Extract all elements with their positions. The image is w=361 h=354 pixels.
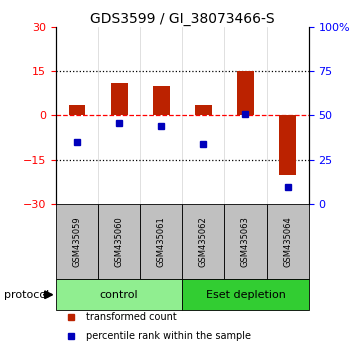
Bar (111, 83, 127, 115)
FancyBboxPatch shape (56, 204, 98, 279)
FancyBboxPatch shape (140, 204, 182, 279)
Text: GSM435062: GSM435062 (199, 217, 208, 267)
FancyBboxPatch shape (56, 279, 182, 310)
Text: percentile rank within the sample: percentile rank within the sample (86, 331, 251, 341)
Text: transformed count: transformed count (86, 312, 177, 322)
Text: Eset depletion: Eset depletion (205, 290, 286, 300)
Text: protocol: protocol (4, 290, 49, 300)
FancyBboxPatch shape (266, 204, 309, 279)
FancyBboxPatch shape (182, 279, 309, 310)
Text: GSM435059: GSM435059 (73, 217, 82, 267)
FancyBboxPatch shape (225, 204, 266, 279)
Text: GSM435061: GSM435061 (157, 217, 166, 267)
Title: GDS3599 / GI_38073466-S: GDS3599 / GI_38073466-S (90, 12, 275, 25)
Bar (153, 86, 170, 115)
Text: GSM435060: GSM435060 (115, 217, 123, 267)
FancyBboxPatch shape (182, 204, 225, 279)
Bar (279, 115, 296, 175)
Text: control: control (100, 290, 138, 300)
FancyBboxPatch shape (98, 204, 140, 279)
Bar (237, 71, 254, 115)
Bar (69, 105, 86, 115)
Text: GSM435063: GSM435063 (241, 217, 250, 267)
Text: GSM435064: GSM435064 (283, 217, 292, 267)
Bar (195, 105, 212, 115)
